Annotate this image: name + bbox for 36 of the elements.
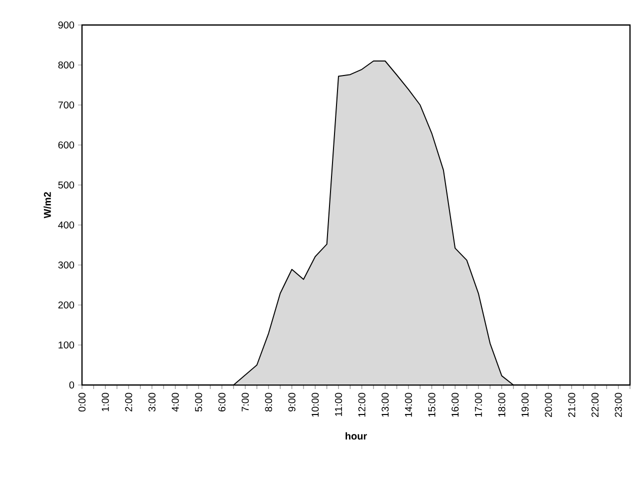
x-tick-label: 22:00 xyxy=(592,392,599,417)
y-tick-label: 800 xyxy=(58,61,74,69)
x-tick-label: 16:00 xyxy=(452,392,459,417)
y-axis-title: W/m2 xyxy=(44,192,52,218)
x-tick-label: 3:00 xyxy=(148,392,156,412)
x-tick-label: 9:00 xyxy=(288,392,296,412)
x-axis-title: hour xyxy=(346,432,367,440)
y-tick-label: 100 xyxy=(58,341,74,349)
x-tick-label: 17:00 xyxy=(474,392,482,417)
x-tick-label: 20:00 xyxy=(544,392,552,417)
x-tick-label: 10:00 xyxy=(312,392,319,417)
x-tick-label: 18:00 xyxy=(498,392,506,417)
x-tick-label: 1:00 xyxy=(102,392,109,412)
y-tick-label: 500 xyxy=(58,181,74,189)
x-tick-label: 7:00 xyxy=(242,392,249,412)
x-tick-label: 8:00 xyxy=(265,392,272,412)
x-tick-label: 14:00 xyxy=(404,392,412,417)
x-tick-label: 21:00 xyxy=(568,392,576,417)
y-tick-label: 900 xyxy=(58,21,74,29)
x-tick-label: 12:00 xyxy=(358,392,366,417)
y-tick-label: 400 xyxy=(58,221,74,229)
x-tick-label: 4:00 xyxy=(172,392,179,412)
y-tick-label: 700 xyxy=(58,101,74,109)
x-tick-label: 23:00 xyxy=(614,392,622,417)
y-tick-label: 600 xyxy=(58,141,74,149)
y-tick-label: 200 xyxy=(58,301,74,309)
x-tick-label: 13:00 xyxy=(382,392,389,417)
x-tick-label: 15:00 xyxy=(428,392,436,417)
x-tick-label: 2:00 xyxy=(125,392,132,412)
y-tick-label: 300 xyxy=(58,261,74,269)
x-tick-label: 19:00 xyxy=(522,392,529,417)
x-tick-label: 5:00 xyxy=(195,392,202,412)
y-tick-label: 0 xyxy=(69,381,74,389)
x-tick-label: 6:00 xyxy=(218,392,226,412)
x-tick-label: 0:00 xyxy=(78,392,86,412)
x-tick-label: 11:00 xyxy=(334,392,342,416)
